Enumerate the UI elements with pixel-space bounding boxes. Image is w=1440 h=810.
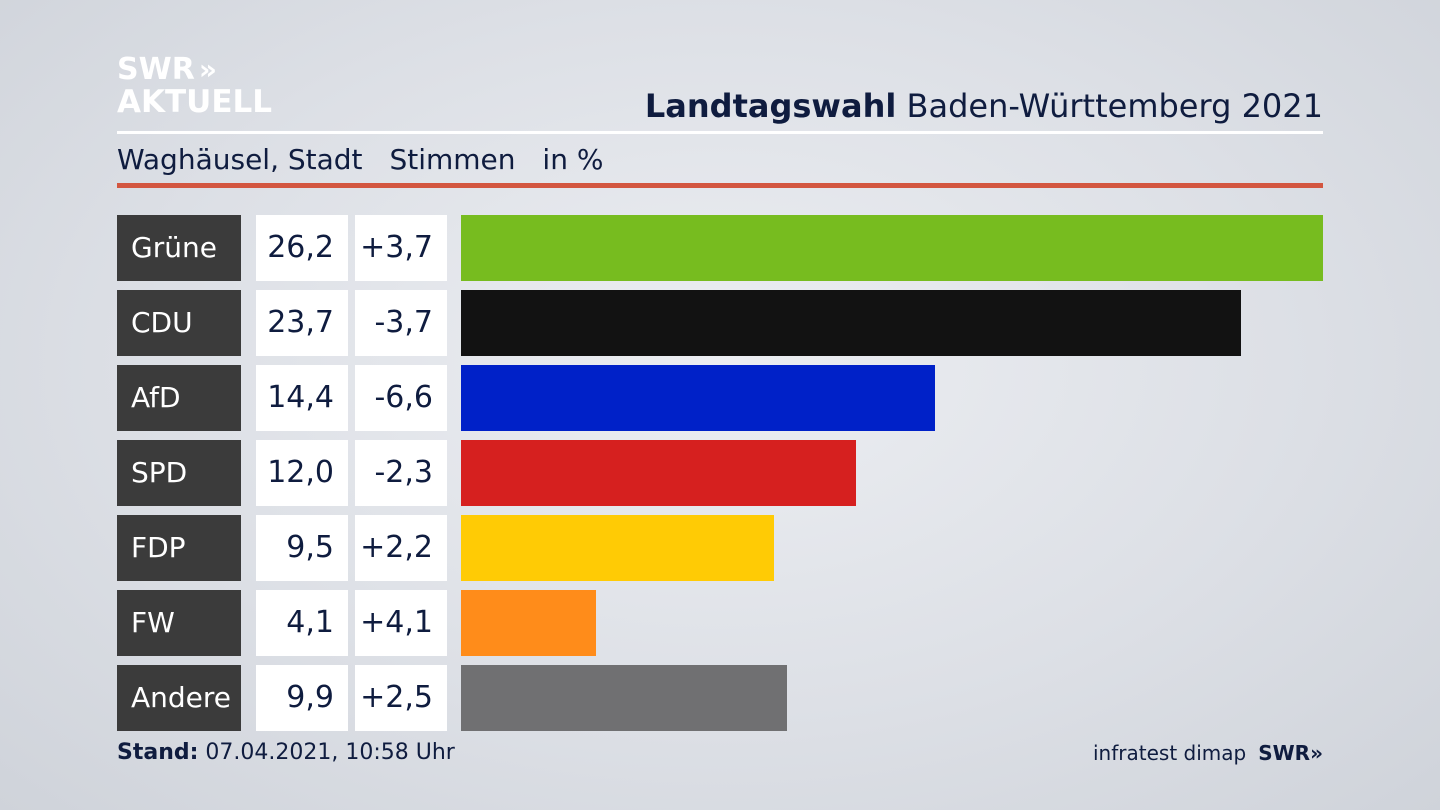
bar bbox=[461, 590, 596, 656]
change-label: +4,1 bbox=[355, 590, 447, 656]
title-divider bbox=[117, 131, 1323, 134]
logo-chevrons: » bbox=[198, 53, 217, 86]
bar bbox=[461, 665, 787, 731]
source-credit: infratest dimap SWR» bbox=[1093, 741, 1323, 765]
party-label: AfD bbox=[117, 365, 241, 431]
bar bbox=[461, 365, 935, 431]
title-bold: Landtagswahl bbox=[644, 87, 897, 125]
party-label: CDU bbox=[117, 290, 241, 356]
party-label: FW bbox=[117, 590, 241, 656]
stand-label: Stand: bbox=[117, 740, 199, 765]
change-label: +3,7 bbox=[355, 215, 447, 281]
bar bbox=[461, 515, 774, 581]
bar bbox=[461, 215, 1323, 281]
change-label: -3,7 bbox=[355, 290, 447, 356]
bar-row: Grüne 26,2 +3,7 bbox=[117, 215, 1323, 281]
logo-line-1: SWR bbox=[117, 52, 195, 87]
chart-title: Landtagswahl Baden-Württemberg 2021 bbox=[645, 87, 1323, 125]
bar-row: AfD 14,4 -6,6 bbox=[117, 365, 1323, 431]
subtitle-place: Waghäusel, Stadt bbox=[117, 143, 363, 176]
change-label: +2,2 bbox=[355, 515, 447, 581]
stand-value: 07.04.2021, 10:58 Uhr bbox=[205, 740, 455, 765]
party-label: Grüne bbox=[117, 215, 241, 281]
logo-line-2: AKTUELL bbox=[117, 84, 273, 120]
party-label: SPD bbox=[117, 440, 241, 506]
timestamp: Stand: 07.04.2021, 10:58 Uhr bbox=[117, 740, 455, 765]
chart-subtitle: Waghäusel, Stadt Stimmen in % bbox=[117, 143, 621, 176]
party-label: Andere bbox=[117, 665, 241, 731]
vote-share-label: 9,9 bbox=[256, 665, 348, 731]
accent-divider bbox=[117, 183, 1323, 188]
title-rest: Baden-Württemberg 2021 bbox=[906, 87, 1324, 125]
vote-share-label: 12,0 bbox=[256, 440, 348, 506]
vote-share-label: 23,7 bbox=[256, 290, 348, 356]
change-label: -2,3 bbox=[355, 440, 447, 506]
change-label: -6,6 bbox=[355, 365, 447, 431]
subtitle-measure: Stimmen bbox=[389, 143, 516, 176]
swr-aktuell-logo: SWR» AKTUELL bbox=[117, 55, 272, 118]
bar-row: SPD 12,0 -2,3 bbox=[117, 440, 1323, 506]
vote-share-label: 26,2 bbox=[256, 215, 348, 281]
vote-share-label: 4,1 bbox=[256, 590, 348, 656]
change-label: +2,5 bbox=[355, 665, 447, 731]
bar-row: FW 4,1 +4,1 bbox=[117, 590, 1323, 656]
bar bbox=[461, 440, 856, 506]
source-label: infratest dimap bbox=[1093, 741, 1247, 765]
bar-row: FDP 9,5 +2,2 bbox=[117, 515, 1323, 581]
bar-row: CDU 23,7 -3,7 bbox=[117, 290, 1323, 356]
subtitle-unit: in % bbox=[542, 143, 604, 176]
swr-brand-logo: SWR» bbox=[1258, 741, 1323, 765]
vote-share-label: 14,4 bbox=[256, 365, 348, 431]
bar bbox=[461, 290, 1241, 356]
bar-row: Andere 9,9 +2,5 bbox=[117, 665, 1323, 731]
party-label: FDP bbox=[117, 515, 241, 581]
vote-share-label: 9,5 bbox=[256, 515, 348, 581]
